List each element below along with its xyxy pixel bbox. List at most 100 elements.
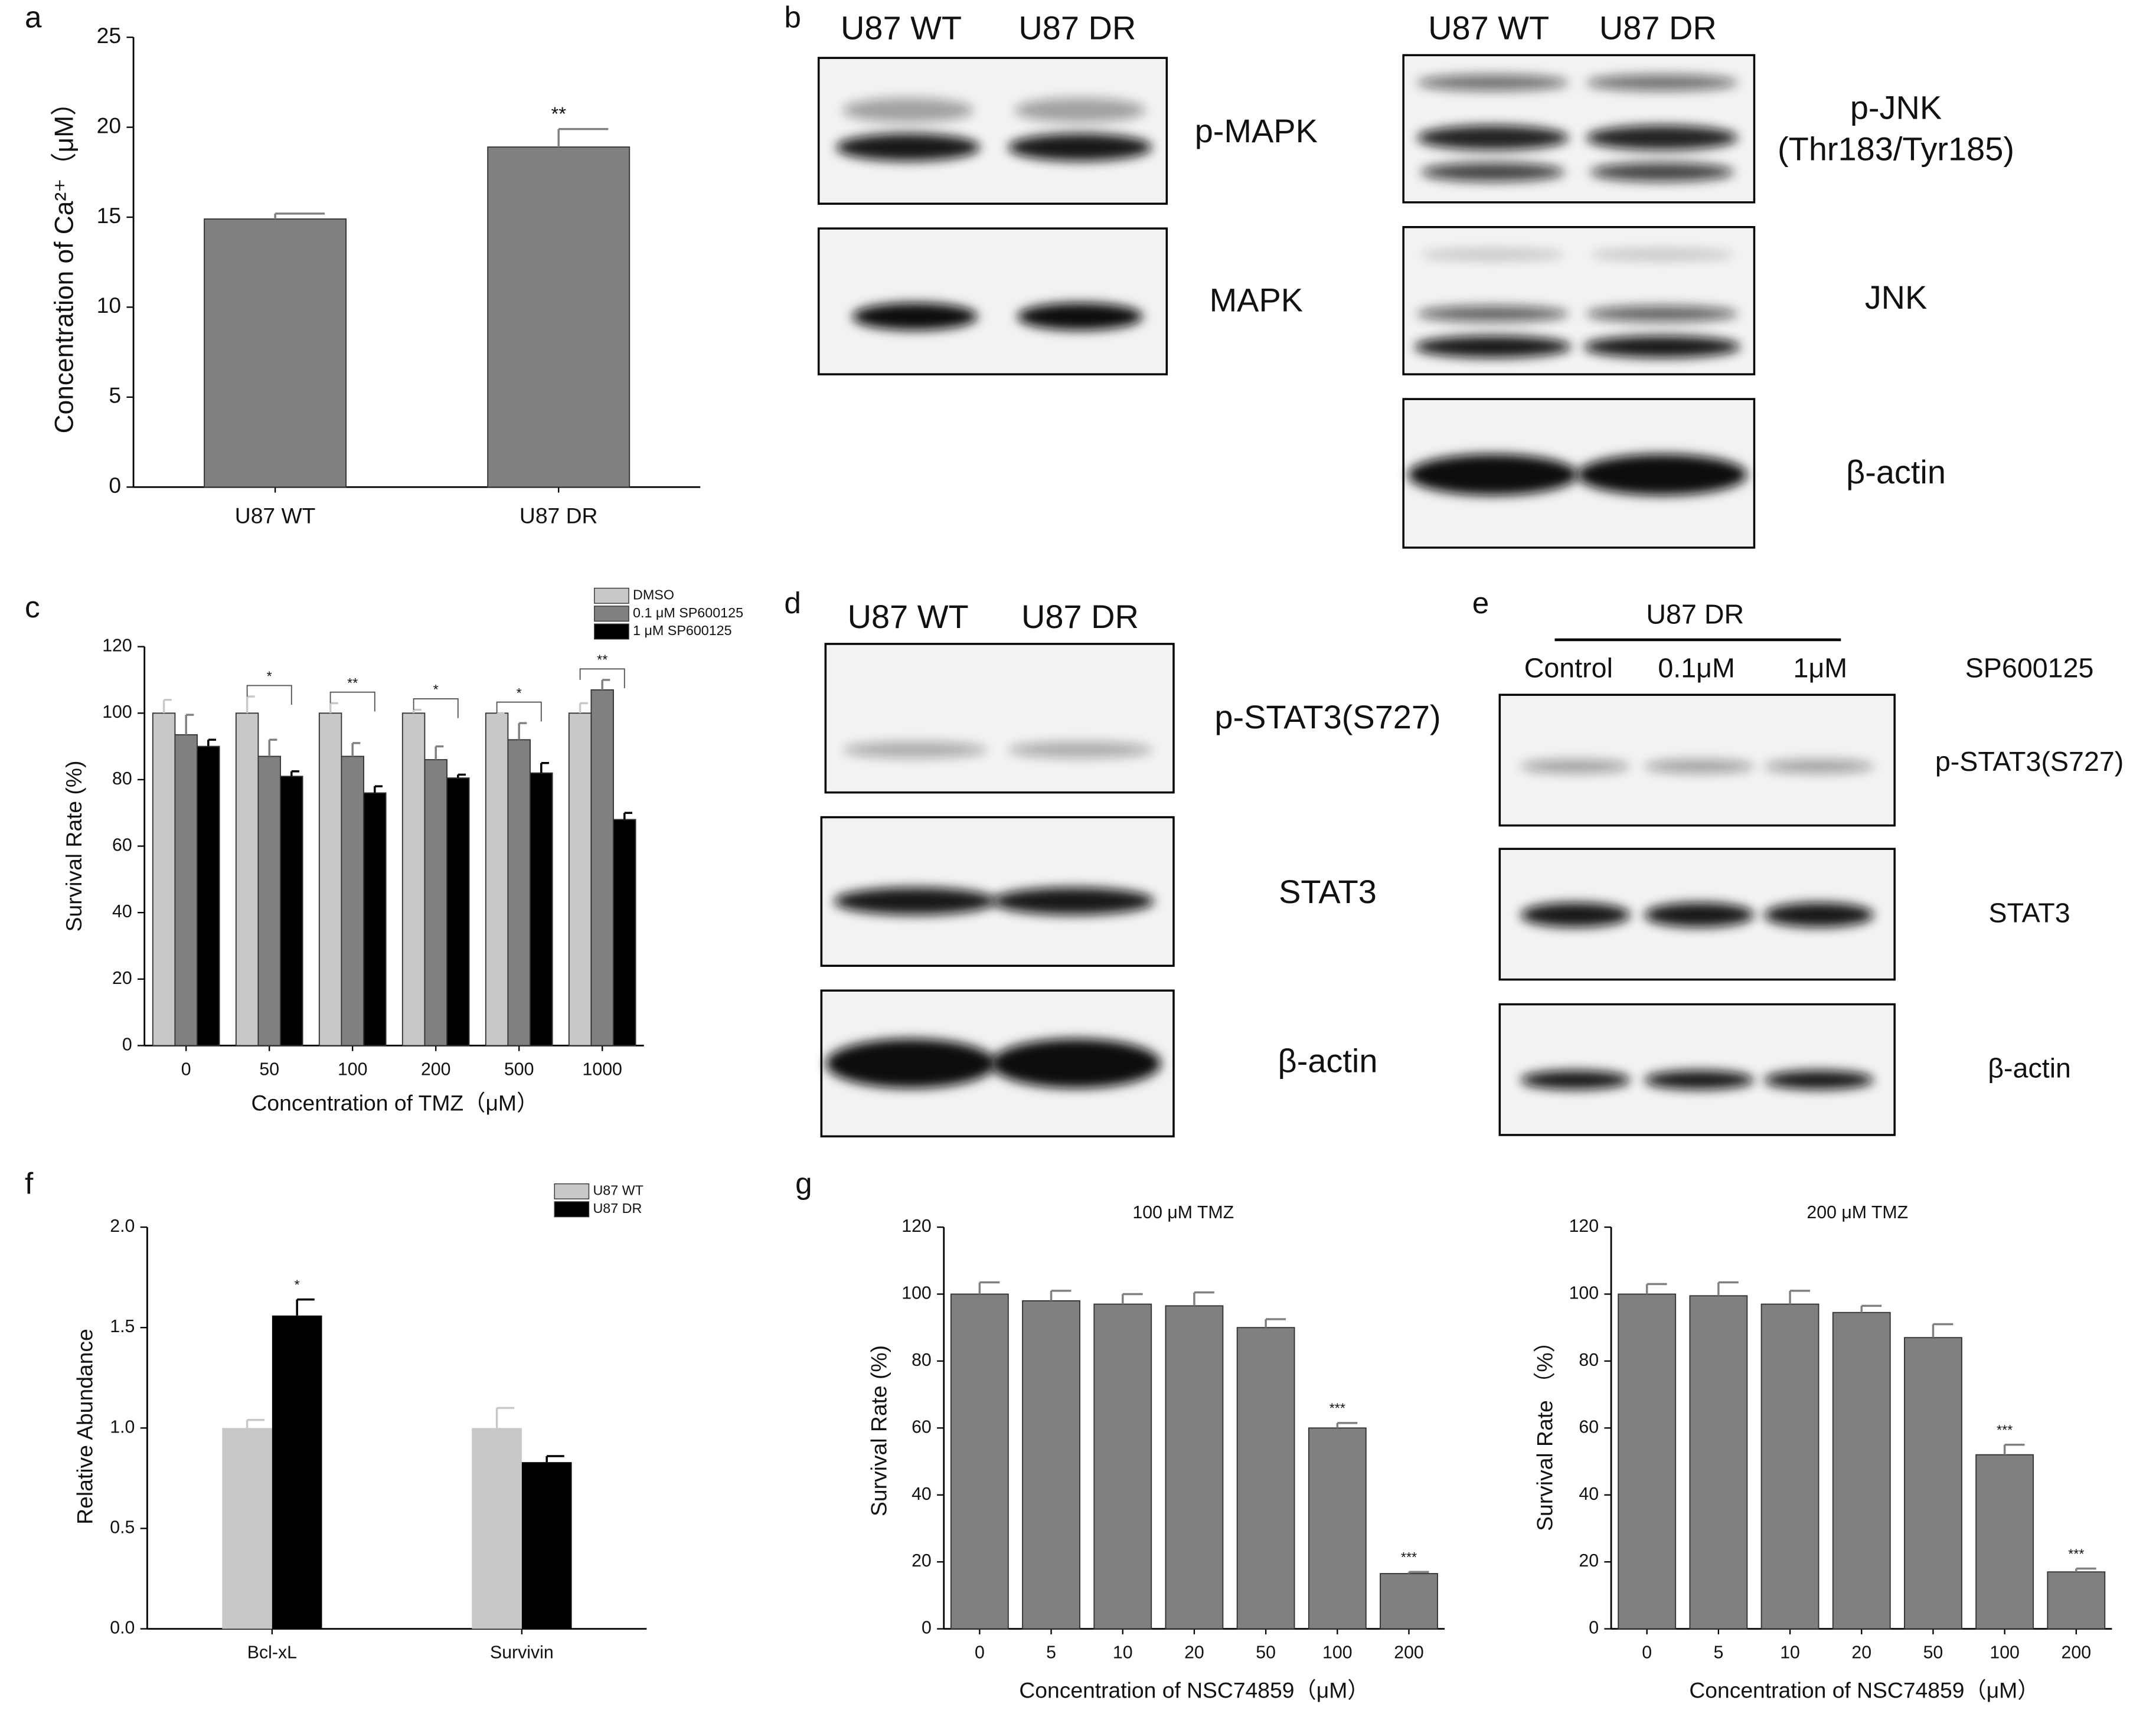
bar xyxy=(1093,1303,1152,1630)
error-bar xyxy=(374,785,383,793)
error-bar xyxy=(1336,1422,1358,1428)
y-tick-label: 20 xyxy=(112,969,132,988)
blot-band xyxy=(992,887,1155,915)
blot-band xyxy=(1008,741,1152,758)
error-bar xyxy=(557,127,609,148)
blot-band xyxy=(1008,133,1152,161)
legend-swatch xyxy=(554,1183,590,1200)
x-tick-label: 10 xyxy=(1113,1643,1133,1663)
row-label: STAT3 xyxy=(1279,873,1377,910)
error-bar xyxy=(274,212,325,220)
error-bar xyxy=(351,742,361,757)
y-tick-label: 5 xyxy=(109,383,121,408)
blot-frame xyxy=(824,643,1175,794)
error-bar xyxy=(1717,1281,1739,1296)
error-bar xyxy=(457,773,466,779)
blot-band xyxy=(852,302,978,331)
bar xyxy=(472,1428,522,1629)
row-label: p-STAT3(S727) xyxy=(1214,698,1440,735)
blot-band xyxy=(1417,125,1569,151)
blot-frame xyxy=(1498,1003,1896,1136)
x-tick-label: 20 xyxy=(1851,1643,1871,1663)
x-tick-label: 100 xyxy=(1322,1643,1353,1663)
significance-label: * xyxy=(295,1277,300,1292)
bar xyxy=(1760,1303,1819,1630)
y-tick-label: 15 xyxy=(97,203,121,228)
bar xyxy=(197,745,220,1046)
bar xyxy=(521,1462,572,1629)
y-tick-label: 10 xyxy=(97,293,121,318)
bar xyxy=(424,759,447,1046)
blot-frame xyxy=(817,57,1168,205)
bar xyxy=(590,689,614,1046)
error-bar xyxy=(185,714,194,735)
blot-band xyxy=(834,887,997,915)
y-tick-label: 25 xyxy=(97,23,121,48)
significance-bracket xyxy=(246,685,292,705)
error-bar xyxy=(246,695,255,714)
significance-label: *** xyxy=(1997,1422,2013,1438)
x-tick-label: 5 xyxy=(1713,1643,1723,1663)
blot-band xyxy=(1590,249,1734,260)
lane-label: U87 WT xyxy=(1428,9,1549,46)
legend-swatch xyxy=(594,587,629,604)
blot-band xyxy=(1764,759,1874,774)
error-bar xyxy=(162,698,172,714)
y-tick-label: 100 xyxy=(901,1284,932,1303)
legend-label: 0.1 μM SP600125 xyxy=(633,605,743,620)
x-tick-label: 100 xyxy=(1990,1643,2020,1663)
error-bar xyxy=(1265,1318,1286,1328)
y-tick-label: 120 xyxy=(901,1216,932,1236)
bar xyxy=(1380,1573,1438,1630)
error-bar xyxy=(1932,1323,1954,1338)
bar xyxy=(485,712,509,1046)
y-tick-label: 40 xyxy=(1579,1484,1599,1504)
error-bar xyxy=(1050,1290,1072,1301)
y-tick-label: 100 xyxy=(1569,1284,1599,1303)
blot-band xyxy=(1017,302,1143,331)
x-tick-label: 10 xyxy=(1780,1643,1800,1663)
row-label: (Thr183/Tyr185) xyxy=(1778,130,2014,167)
x-tick-label: 50 xyxy=(1256,1643,1276,1663)
significance-bracket xyxy=(413,698,459,718)
error-bar xyxy=(540,761,549,773)
panel-label: a xyxy=(25,0,42,34)
significance-label: * xyxy=(433,682,439,697)
x-tick-label: 5 xyxy=(1046,1643,1056,1663)
blot-band xyxy=(1644,902,1755,928)
bar xyxy=(152,712,176,1046)
bar xyxy=(401,712,426,1046)
panel-label: b xyxy=(784,0,801,34)
y-tick-label: 0.0 xyxy=(110,1618,135,1638)
y-tick-label: 0.5 xyxy=(110,1517,135,1537)
y-axis-label: Survival Rate （%） xyxy=(1532,1330,1557,1531)
bar xyxy=(363,792,387,1046)
bar xyxy=(568,712,592,1046)
blot-band xyxy=(1577,454,1747,496)
y-tick-label: 60 xyxy=(112,836,132,855)
legend-label: DMSO xyxy=(633,587,674,603)
significance-bracket xyxy=(579,668,625,688)
row-label: β-actin xyxy=(1988,1053,2071,1084)
bar xyxy=(446,777,470,1046)
y-tick-label: 2.0 xyxy=(110,1216,135,1236)
legend-swatch xyxy=(594,623,629,640)
y-tick-label: 80 xyxy=(1579,1350,1599,1370)
significance-bracket xyxy=(329,691,375,712)
x-axis-label: Concentration of TMZ（μM） xyxy=(251,1091,538,1116)
blot-band xyxy=(836,133,980,161)
lane-label: U87 DR xyxy=(1021,598,1139,635)
bar xyxy=(1975,1454,2034,1630)
blot-band xyxy=(1764,902,1874,928)
error-bar xyxy=(978,1281,1000,1294)
blot-band xyxy=(1417,74,1569,91)
legend-swatch xyxy=(594,606,629,622)
error-bar xyxy=(2003,1443,2025,1455)
significance-label: ** xyxy=(597,652,607,667)
blot-band xyxy=(1590,162,1734,182)
bar xyxy=(341,756,364,1046)
x-tick-label: 50 xyxy=(1923,1643,1943,1663)
error-bar xyxy=(2075,1567,2096,1572)
bar xyxy=(1832,1312,1891,1630)
error-bar xyxy=(435,745,444,760)
